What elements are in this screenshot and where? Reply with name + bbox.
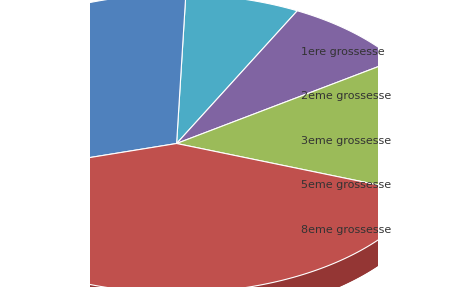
Polygon shape	[176, 0, 297, 144]
Polygon shape	[0, 185, 425, 287]
FancyBboxPatch shape	[280, 179, 293, 192]
Polygon shape	[176, 60, 441, 195]
Polygon shape	[0, 144, 425, 287]
FancyBboxPatch shape	[280, 45, 293, 58]
Polygon shape	[0, 185, 425, 287]
Text: 1ere grossesse: 1ere grossesse	[301, 47, 385, 57]
FancyBboxPatch shape	[280, 134, 293, 147]
FancyBboxPatch shape	[280, 90, 293, 103]
Text: 3eme grossesse: 3eme grossesse	[301, 136, 392, 146]
Polygon shape	[425, 141, 441, 220]
FancyBboxPatch shape	[280, 223, 293, 236]
Text: 8eme grossesse: 8eme grossesse	[301, 225, 392, 234]
Polygon shape	[425, 144, 441, 220]
Polygon shape	[0, 0, 186, 185]
Polygon shape	[176, 11, 395, 144]
Text: 5eme grossesse: 5eme grossesse	[301, 180, 392, 190]
Text: 2eme grossesse: 2eme grossesse	[301, 91, 392, 101]
